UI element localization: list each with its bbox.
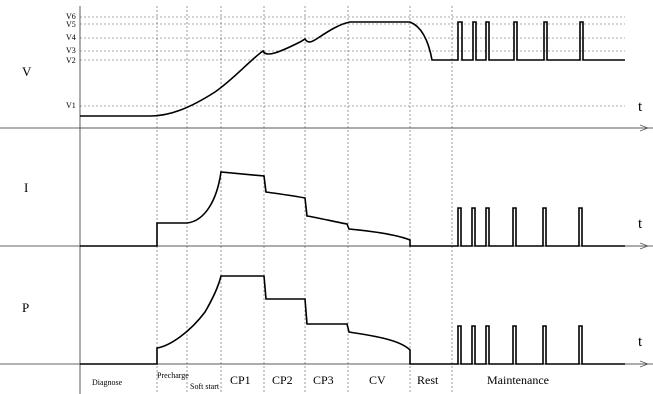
current-time-label: t: [638, 216, 643, 232]
current-axis-label: I: [24, 180, 28, 195]
voltage-curve: [80, 21, 625, 117]
power-time-label: t: [638, 334, 643, 350]
level-label-v3: V3: [66, 46, 76, 55]
power-curve: [80, 275, 625, 365]
level-label-v1: V1: [66, 101, 76, 110]
panel-frame: [0, 6, 653, 394]
phase-label-precharge: Precharge: [157, 371, 189, 380]
phase-label-maintenance: Maintenance: [487, 373, 549, 387]
phase-label-soft-start: Soft start: [190, 382, 220, 391]
power-axis-label: P: [22, 300, 29, 315]
current-curve: [80, 171, 625, 247]
phase-label-diagnose: Diagnose: [92, 378, 123, 387]
level-label-v4: V4: [66, 33, 76, 42]
phase-label-cp2: CP2: [272, 373, 293, 387]
phase-label-rest: Rest: [417, 373, 439, 387]
phase-grid: [156, 6, 453, 394]
voltage-level-lines: [80, 16, 625, 107]
phase-label-cv: CV: [369, 373, 386, 387]
phase-label-cp3: CP3: [313, 373, 334, 387]
level-label-v2: V2: [66, 56, 76, 65]
voltage-time-label: t: [638, 99, 643, 115]
level-label-v5: V5: [66, 20, 76, 29]
phase-label-cp1: CP1: [230, 373, 251, 387]
voltage-level-labels: V6 V5 V4 V3 V2 V1: [66, 12, 76, 110]
phase-labels: Diagnose Precharge Soft start CP1 CP2 CP…: [92, 371, 549, 391]
voltage-axis-label: V: [22, 64, 32, 79]
level-label-v6: V6: [66, 12, 76, 21]
